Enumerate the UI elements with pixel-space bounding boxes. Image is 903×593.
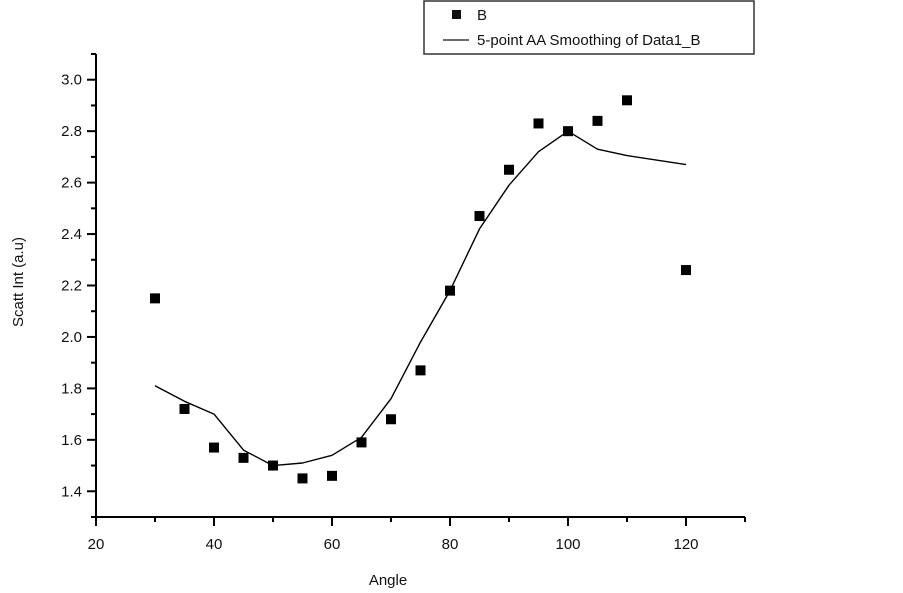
legend-label-b: B (477, 7, 487, 24)
legend: B 5-point AA Smoothing of Data1_B (423, 0, 755, 55)
data-point-b (563, 126, 573, 137)
data-point-b (356, 437, 367, 448)
x-tick-label: 20 (88, 536, 105, 553)
y-tick-label: 1.6 (61, 432, 82, 449)
x-tick-label: 60 (324, 536, 341, 553)
data-point-b (445, 285, 455, 296)
y-tick-label: 2.8 (61, 123, 82, 140)
x-tick-label: 40 (206, 536, 223, 553)
y-tick-label: 1.4 (61, 483, 82, 500)
data-point-b (386, 414, 396, 425)
data-point-b (415, 365, 426, 376)
y-tick-label: 2.4 (61, 226, 82, 243)
legend-box (423, 0, 755, 55)
x-axis-title: Angle (369, 572, 407, 589)
data-point-b (622, 95, 632, 106)
smoothing-line (154, 130, 687, 467)
x-axis-ticks: 20 40 60 80 100 120 (88, 517, 746, 553)
data-point-b (592, 115, 603, 126)
legend-label-smoothing: 5-point AA Smoothing of Data1_B (477, 32, 700, 49)
data-point-b (268, 460, 278, 471)
data-point-b (327, 470, 337, 481)
axes: 1.4 1.6 1.8 2.0 2.2 2.4 2.6 2.8 3.0 20 40 60 80 100 1… (61, 53, 746, 553)
legend-marker-square (452, 10, 461, 19)
data-point-b (297, 473, 308, 484)
data-point-b (150, 293, 160, 304)
data-point-b (681, 265, 691, 276)
data-point-b (533, 118, 544, 129)
plot-area (150, 95, 691, 484)
data-point-b (504, 164, 514, 175)
y-tick-label: 2.0 (61, 329, 82, 346)
y-tick-label: 2.2 (61, 278, 82, 295)
y-tick-label: 2.6 (61, 175, 82, 192)
y-axis-ticks: 1.4 1.6 1.8 2.0 2.2 2.4 2.6 2.8 3.0 (61, 53, 96, 518)
y-axis-title: Scatt Int (a.u) (10, 237, 27, 327)
x-tick-label: 120 (673, 536, 698, 553)
data-point-b (209, 442, 219, 453)
data-point-b (474, 211, 485, 222)
x-tick-label: 100 (555, 536, 580, 553)
y-tick-label: 3.0 (61, 72, 82, 89)
x-tick-label: 80 (442, 536, 459, 553)
data-point-b (238, 452, 249, 463)
y-tick-label: 1.8 (61, 380, 82, 397)
data-point-b (179, 403, 190, 414)
